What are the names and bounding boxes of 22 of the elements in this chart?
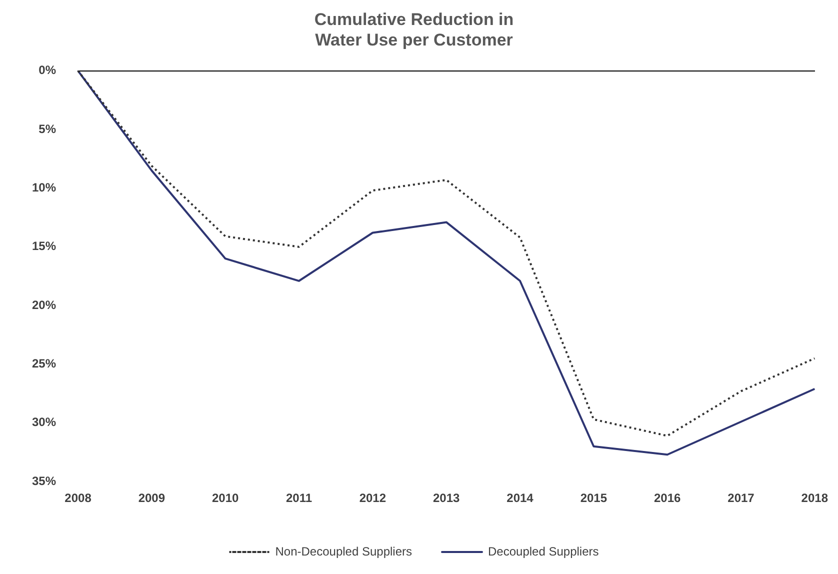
x-tick-label: 2015 xyxy=(580,491,608,506)
y-tick-label: 5% xyxy=(38,122,56,136)
x-tick-label: 2018 xyxy=(801,491,828,506)
y-tick-label: 25% xyxy=(32,356,56,371)
chart-title: Cumulative Reduction in Water Use per Customer xyxy=(314,10,514,50)
y-tick-label: 30% xyxy=(32,415,56,430)
x-tick-label: 2013 xyxy=(432,491,460,506)
x-tick-label: 2008 xyxy=(64,491,92,506)
x-tick-label: 2011 xyxy=(286,491,312,506)
x-tick-label: 2010 xyxy=(212,491,240,506)
y-tick-label: 35% xyxy=(32,474,56,488)
x-tick-label: 2012 xyxy=(359,491,386,506)
y-tick-label: 15% xyxy=(32,239,56,254)
legend-label: Decoupled Suppliers xyxy=(488,544,599,558)
legend-label: Non-Decoupled Suppliers xyxy=(275,544,412,558)
x-tick-label: 2016 xyxy=(654,491,681,506)
y-tick-label: 0% xyxy=(38,63,56,78)
y-tick-label: 10% xyxy=(32,180,56,194)
x-tick-label: 2009 xyxy=(138,491,166,506)
y-tick-label: 20% xyxy=(32,298,56,312)
x-tick-label: 2017 xyxy=(728,491,755,506)
x-tick-label: 2014 xyxy=(506,491,534,506)
